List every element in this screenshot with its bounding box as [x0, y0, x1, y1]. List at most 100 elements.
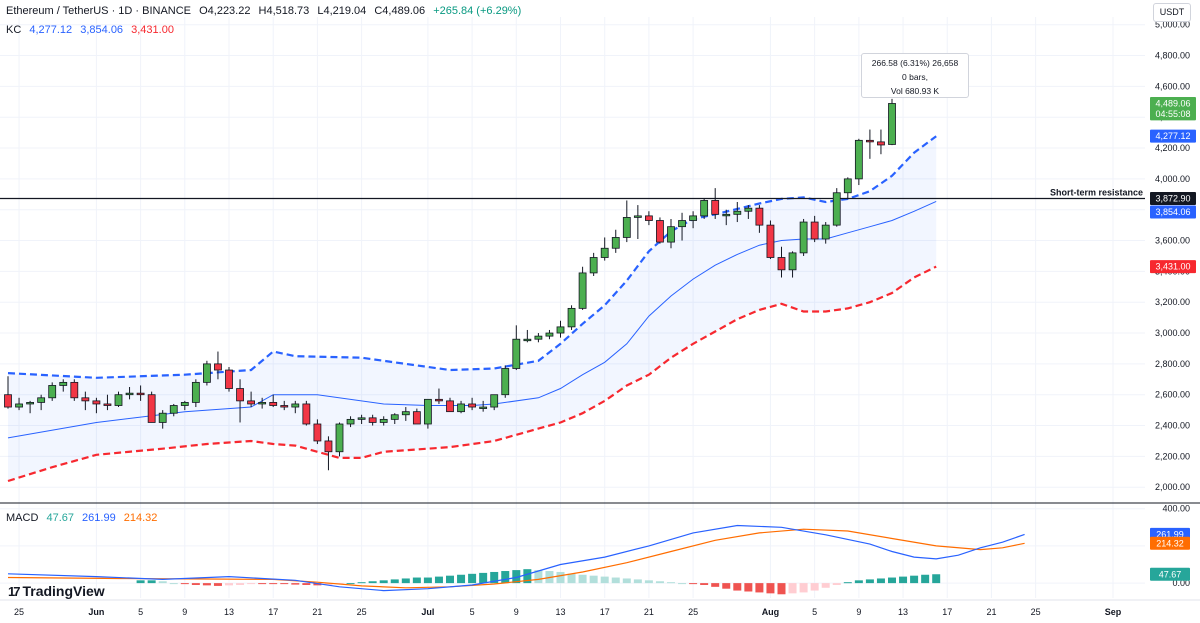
price-label-box: [1150, 191, 1196, 205]
kc-lower-line: [7, 265, 937, 483]
candle-body: [346, 418, 355, 425]
y-tick-label: 2,800.00: [1155, 359, 1190, 369]
candle-body: [722, 213, 731, 217]
macd-histogram-bar: [821, 583, 830, 588]
macd-histogram-bar: [357, 582, 366, 584]
macd-histogram-bar: [633, 579, 642, 584]
candle-body: [821, 224, 830, 240]
macd-histogram-bar: [490, 571, 499, 584]
macd-histogram-bar: [379, 580, 388, 584]
macd-histogram-bar: [810, 583, 819, 591]
macd-histogram-bar: [865, 579, 874, 584]
candle-body: [866, 139, 874, 143]
candle-body: [523, 338, 532, 342]
kc-legend[interactable]: KC 4,277.12 3,854.06 3,431.00: [6, 24, 179, 36]
y-tick-label: 5,000.00: [1155, 20, 1190, 30]
macd-histogram-bar: [876, 578, 885, 584]
x-tick-label: 13: [555, 607, 565, 617]
candle-body: [733, 210, 742, 215]
macd-histogram-bar: [578, 574, 587, 584]
candle-body: [37, 397, 46, 403]
candle-body: [711, 200, 720, 215]
price-label-text: 04:55:08: [1155, 109, 1190, 119]
macd-histogram-bar: [567, 573, 576, 584]
macd-histogram-bar: [832, 583, 841, 585]
candle-body: [700, 200, 709, 217]
macd-label-text: 47.67: [1159, 569, 1182, 579]
candle-body: [633, 215, 642, 218]
candle-body: [578, 272, 587, 309]
candle-body: [81, 397, 90, 402]
macd-histogram-bar: [921, 574, 930, 584]
tooltip-line-2: 0 bars,: [902, 72, 928, 82]
candle-body: [401, 411, 410, 416]
candle-body: [70, 381, 79, 399]
candle-body: [202, 363, 211, 383]
candle-body: [412, 411, 421, 425]
candle-body: [26, 402, 35, 405]
macd-histogram-bar: [468, 573, 477, 584]
candle-body: [114, 394, 123, 406]
candle-body: [59, 381, 68, 386]
candle-body: [600, 247, 609, 258]
resistance-label: Short-term resistance: [1050, 187, 1143, 197]
candle-body: [656, 220, 664, 243]
macd-histogram-bar: [180, 583, 189, 585]
candle-body: [645, 215, 653, 221]
macd-histogram-bar: [158, 581, 167, 584]
candle-body: [291, 403, 300, 408]
x-tick-label: 21: [986, 607, 996, 617]
tradingview-logo-icon: 17: [8, 584, 21, 599]
macd-legend[interactable]: MACD 47.67 261.99 214.32: [6, 512, 162, 524]
candle-body: [191, 381, 200, 403]
y-tick-label: 4,000.00: [1155, 174, 1190, 184]
candle-body: [611, 237, 620, 249]
macd-histogram-bar: [213, 583, 222, 586]
candle-body: [567, 307, 576, 328]
candle-body: [423, 398, 432, 425]
symbol-title[interactable]: Ethereum / TetherUS · 1D · BINANCE: [6, 5, 192, 17]
candle-body: [435, 398, 443, 402]
x-tick-label: Jul: [421, 607, 434, 617]
price-label-text: 4,489.06: [1155, 98, 1190, 108]
x-tick-label: Jun: [88, 607, 104, 617]
macd-histogram-bar: [401, 578, 410, 584]
price-label-box: [1150, 96, 1196, 110]
price-label-box: [1150, 260, 1196, 274]
candle-body: [854, 139, 863, 180]
candle-body: [810, 221, 819, 240]
macd-histogram-bar: [843, 582, 852, 584]
ohlc-close: C4,489.06: [374, 5, 426, 17]
x-tick-label: 17: [600, 607, 610, 617]
ohlc-change: +265.84 (+6.29%): [433, 5, 522, 17]
macd-y-tick-label: 400.00: [1162, 504, 1190, 514]
macd-histogram-bar: [667, 582, 675, 584]
candle-body: [269, 402, 278, 406]
candle-body: [236, 388, 244, 402]
macd-histogram-bar: [236, 583, 245, 585]
macd-histogram-bar: [269, 583, 278, 585]
candle-body: [622, 217, 631, 238]
macd-histogram-bar: [854, 580, 863, 584]
macd-histogram-bar: [556, 571, 565, 584]
x-tick-label: 21: [312, 607, 322, 617]
macd-histogram-bar: [291, 583, 300, 585]
candle-body: [468, 403, 477, 408]
price-label-box: [1150, 205, 1196, 219]
candle-body: [103, 403, 112, 406]
macd-histogram-bar: [644, 580, 653, 584]
candle-body: [832, 192, 841, 226]
candle-body: [125, 392, 134, 396]
tradingview-logo[interactable]: 17 TradingView: [8, 583, 105, 599]
macd-histogram-bar: [523, 569, 532, 584]
y-tick-label: 2,200.00: [1155, 451, 1190, 461]
macd-histogram-bar: [777, 583, 786, 595]
kc-label: KC: [6, 24, 22, 36]
x-tick-label: 9: [182, 607, 187, 617]
macd-histogram-bar: [744, 583, 753, 592]
macd-histogram-bar: [700, 583, 709, 585]
currency-unit-button[interactable]: USDT: [1153, 3, 1191, 22]
kc-lower-value: 3,431.00: [131, 24, 174, 36]
y-tick-label: 3,600.00: [1155, 236, 1190, 246]
